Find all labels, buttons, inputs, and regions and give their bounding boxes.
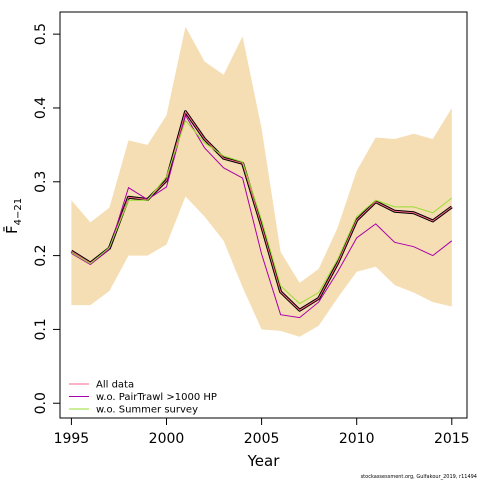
y-tick-label: 0.1 — [33, 318, 49, 340]
y-tick-label: 0.2 — [33, 244, 49, 266]
legend-label-2: w.o. PairTrawl >1000 HP — [96, 392, 217, 403]
y-tick-label: 0.5 — [33, 23, 49, 45]
credit-text: stockassessment.org, Gulfakour_2019, r11… — [361, 474, 477, 480]
legend-label-3: w.o. Summer survey — [96, 405, 198, 416]
x-axis: 1995 2000 2005 2010 2015 — [54, 417, 470, 447]
series-line-3 — [71, 119, 453, 305]
svg-text:F̄4−21: F̄4−21 — [2, 198, 24, 234]
x-axis-title: Year — [247, 452, 281, 470]
series-lines — [70, 110, 453, 319]
y-axis-title: F̄4−21 — [2, 198, 24, 234]
confidence-band — [71, 26, 452, 337]
x-tick-label: 2000 — [149, 431, 185, 447]
series-line-1 — [71, 110, 453, 311]
y-tick-label: 0.4 — [33, 97, 49, 119]
y-axis: 0.0 0.1 0.2 0.3 0.4 0.5 — [33, 23, 61, 414]
legend-label-1: All data — [96, 380, 134, 391]
y-axis-title-main: F̄ — [2, 225, 21, 234]
series-line-2 — [71, 114, 453, 319]
x-tick-label: 2010 — [339, 431, 375, 447]
confidence-band-area — [71, 26, 452, 337]
y-tick-label: 0.0 — [33, 392, 49, 414]
y-tick-label: 0.3 — [33, 171, 49, 193]
x-tick-label: 2015 — [434, 431, 470, 447]
y-axis-title-subscript: 4−21 — [13, 198, 24, 225]
x-tick-label: 2005 — [244, 431, 280, 447]
x-tick-label: 1995 — [54, 431, 90, 447]
